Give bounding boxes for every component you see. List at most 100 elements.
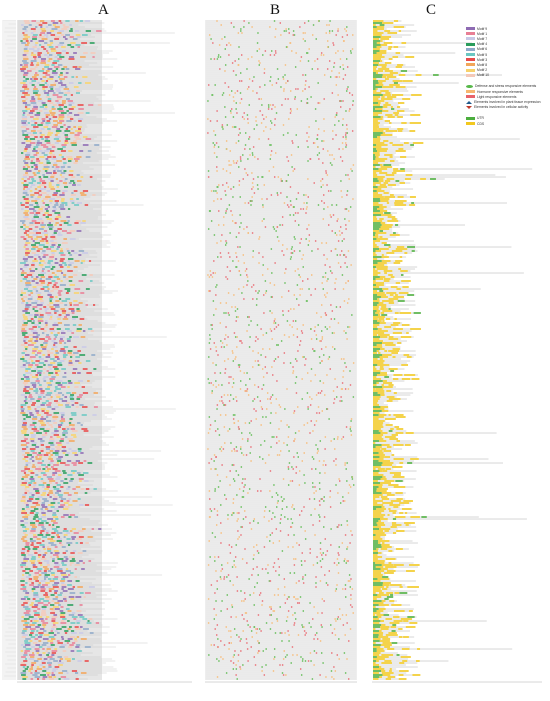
- motif-box: [40, 408, 46, 410]
- motif-box: [49, 306, 54, 308]
- motif-box: [25, 452, 30, 454]
- cis-element-mark: [323, 526, 325, 528]
- cis-element-mark: [238, 636, 240, 638]
- cis-element-mark: [241, 482, 243, 484]
- cis-element-mark: [304, 40, 306, 42]
- cis-element-mark: [301, 624, 303, 626]
- motif-box: [47, 282, 52, 284]
- motif-box: [77, 372, 81, 374]
- motif-box: [22, 256, 26, 258]
- motif-box: [22, 132, 25, 134]
- motif-box: [82, 550, 87, 552]
- cis-element-mark: [338, 638, 340, 640]
- cis-element-mark: [216, 676, 219, 678]
- motif-box: [49, 256, 55, 258]
- cis-element-mark: [214, 628, 216, 630]
- motif-box: [39, 228, 44, 230]
- motif-box: [56, 278, 61, 280]
- motif-box: [76, 610, 82, 612]
- cis-element-mark: [238, 270, 240, 272]
- cis-element-mark: [250, 528, 253, 530]
- motif-box: [20, 274, 24, 276]
- motif-box: [31, 96, 35, 98]
- cis-element-mark: [287, 466, 290, 468]
- motif-box: [24, 492, 28, 494]
- cis-element-mark: [273, 656, 276, 658]
- motif-box: [23, 238, 27, 240]
- cis-element-mark: [247, 492, 249, 494]
- cis-element-mark: [309, 548, 311, 550]
- motif-box: [25, 462, 31, 464]
- cis-element-tracks: [205, 20, 357, 683]
- motif-box: [57, 404, 63, 406]
- motif-box: [28, 616, 34, 618]
- cis-element-mark: [295, 598, 297, 600]
- motif-box: [80, 488, 85, 490]
- cis-element-mark: [210, 644, 213, 646]
- motif-box: [33, 426, 37, 428]
- cis-element-mark: [295, 88, 297, 90]
- cis-element-mark: [338, 658, 340, 660]
- motif-box: [25, 594, 29, 596]
- motif-box: [77, 184, 81, 186]
- motif-box: [51, 628, 55, 630]
- motif-box: [41, 610, 46, 612]
- motif-box: [74, 576, 78, 578]
- motif-box: [35, 166, 38, 168]
- cis-element-mark: [289, 362, 292, 364]
- cis-element-mark: [336, 558, 339, 560]
- motif-box: [40, 60, 46, 62]
- motif-box: [32, 46, 37, 48]
- motif-box: [49, 112, 56, 114]
- cis-element-mark: [233, 480, 236, 482]
- motif-box: [38, 484, 45, 486]
- motif-box: [87, 462, 93, 464]
- motif-box: [34, 242, 40, 244]
- motif-box: [50, 290, 54, 292]
- cis-element-mark: [278, 454, 281, 456]
- cis-element-mark: [350, 52, 352, 54]
- motif-box: [27, 298, 33, 300]
- cis-element-mark: [237, 420, 239, 422]
- motif-box: [73, 352, 79, 354]
- cds-box: [384, 30, 391, 32]
- cis-element-mark: [342, 68, 345, 70]
- motif-box: [60, 486, 64, 488]
- cis-element-mark: [346, 90, 348, 92]
- motif-box: [81, 274, 87, 276]
- motif-box: [69, 560, 76, 562]
- motif-box: [31, 602, 34, 604]
- cis-element-mark: [277, 176, 280, 178]
- cis-element-mark: [276, 620, 279, 622]
- motif-box: [61, 330, 65, 332]
- motif-box: [22, 66, 29, 68]
- cis-element-mark: [318, 152, 321, 154]
- motif-box: [54, 336, 58, 338]
- cis-element-mark: [337, 436, 339, 438]
- cis-element-mark: [271, 84, 273, 86]
- motif-box: [63, 76, 68, 78]
- motif-box: [52, 164, 58, 166]
- cis-element-mark: [221, 568, 224, 570]
- cis-element-mark: [283, 362, 285, 364]
- motif-box: [85, 82, 91, 84]
- motif-box: [76, 308, 80, 310]
- motif-box: [49, 450, 54, 452]
- cis-element-mark: [249, 154, 251, 156]
- motif-box: [40, 328, 45, 330]
- motif-box: [23, 216, 29, 218]
- motif-box: [21, 208, 24, 210]
- cis-element-mark: [274, 318, 276, 320]
- motif-box: [60, 168, 64, 170]
- motif-box: [72, 372, 76, 374]
- motif-box: [73, 436, 77, 438]
- motif-box: [42, 546, 45, 548]
- motif-box: [32, 332, 38, 334]
- cis-element-mark: [246, 390, 248, 392]
- motif-box: [35, 392, 38, 394]
- motif-box: [35, 312, 41, 314]
- cis-element-mark: [259, 62, 261, 64]
- motif-box: [62, 432, 68, 434]
- motif-box: [21, 512, 28, 514]
- motif-box: [48, 578, 52, 580]
